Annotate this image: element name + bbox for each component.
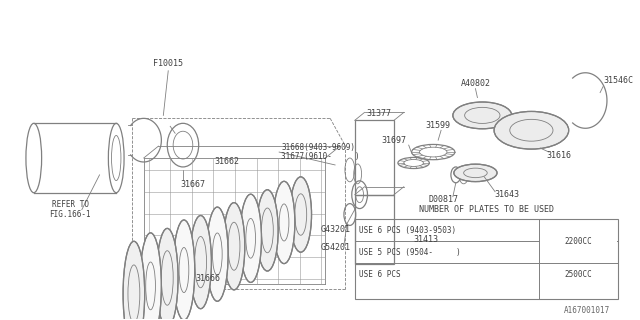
Text: F10015: F10015 xyxy=(153,59,183,68)
Bar xyxy=(540,241,617,263)
Text: 2500CC: 2500CC xyxy=(564,269,592,278)
Text: 31599: 31599 xyxy=(426,121,451,130)
Text: 31413: 31413 xyxy=(413,235,438,244)
Text: USE 5 PCS (9504-     ): USE 5 PCS (9504- ) xyxy=(358,248,460,257)
Text: D00817: D00817 xyxy=(428,195,458,204)
Ellipse shape xyxy=(240,194,262,283)
Ellipse shape xyxy=(290,177,312,252)
Bar xyxy=(355,220,618,299)
Ellipse shape xyxy=(273,181,295,264)
Text: FIG.166-1: FIG.166-1 xyxy=(49,210,91,219)
Ellipse shape xyxy=(257,190,278,271)
Text: G54201: G54201 xyxy=(321,243,350,252)
Bar xyxy=(355,195,394,264)
Text: 31668(9403-9609): 31668(9403-9609) xyxy=(281,143,355,152)
Ellipse shape xyxy=(454,164,497,182)
Text: USE 6 PCS (9403-9503): USE 6 PCS (9403-9503) xyxy=(358,226,456,235)
Text: 31546C: 31546C xyxy=(603,76,633,85)
Ellipse shape xyxy=(190,215,211,309)
Ellipse shape xyxy=(494,111,569,149)
Text: NUMBER OF PLATES TO BE USED: NUMBER OF PLATES TO BE USED xyxy=(419,205,554,214)
Text: 31377: 31377 xyxy=(367,109,392,118)
Ellipse shape xyxy=(140,233,161,320)
Text: REFER TO: REFER TO xyxy=(52,200,88,209)
Ellipse shape xyxy=(223,203,244,290)
Text: G43201: G43201 xyxy=(321,225,350,234)
Text: USE 6 PCS: USE 6 PCS xyxy=(358,269,400,278)
Ellipse shape xyxy=(453,102,512,129)
Ellipse shape xyxy=(123,241,145,320)
Text: 2200CC: 2200CC xyxy=(564,237,592,246)
Bar xyxy=(355,120,394,195)
Text: 31616: 31616 xyxy=(547,150,572,160)
Text: 31667: 31667 xyxy=(180,180,205,189)
Ellipse shape xyxy=(173,220,195,320)
Text: 31643: 31643 xyxy=(494,190,519,199)
Text: A40802: A40802 xyxy=(460,79,490,88)
Text: 31662: 31662 xyxy=(214,157,239,166)
Text: 31666: 31666 xyxy=(195,275,220,284)
Text: 31697: 31697 xyxy=(381,136,406,145)
Ellipse shape xyxy=(156,228,178,320)
Ellipse shape xyxy=(207,207,228,301)
Text: 31677(9610-     ): 31677(9610- ) xyxy=(281,152,360,161)
Text: A167001017: A167001017 xyxy=(564,306,610,315)
